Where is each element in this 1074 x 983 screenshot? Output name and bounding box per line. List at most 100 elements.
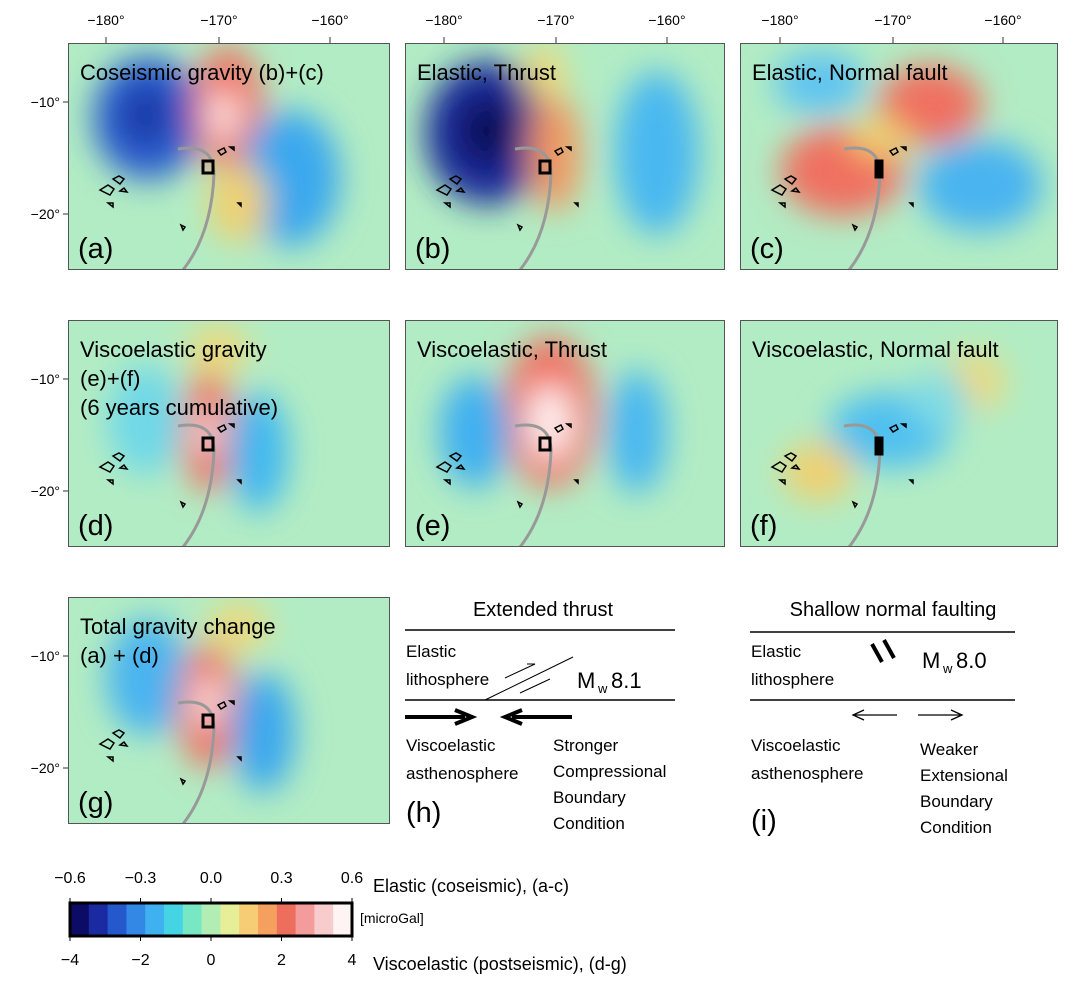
- trench: [177, 700, 216, 824]
- x-tick-label: −170°: [200, 12, 237, 28]
- push-arrow: [499, 708, 572, 726]
- colorbar-cell: [182, 903, 203, 936]
- panel-title: (a) + (d): [80, 643, 159, 668]
- rupture: [538, 159, 552, 175]
- colorbar-tick-label: 0.3: [270, 870, 292, 887]
- condition-label: Boundary: [553, 788, 626, 807]
- field-anomaly: [850, 118, 910, 158]
- field-anomaly: [910, 370, 970, 430]
- field-anomaly: [774, 51, 866, 115]
- field-anomaly: [228, 392, 288, 512]
- field-anomaly: [439, 376, 511, 488]
- map-border: [740, 320, 1058, 547]
- y-tick-label: −10°: [31, 94, 60, 110]
- panel-label: (f): [750, 510, 777, 542]
- y-tick-label: −10°: [31, 371, 60, 387]
- condition-label: Condition: [920, 818, 992, 837]
- rupture: [201, 713, 215, 729]
- panel-label: (c): [750, 233, 784, 265]
- layer-label: lithosphere: [406, 670, 489, 689]
- x-tick-label: −160°: [984, 12, 1021, 28]
- condition-label: Condition: [553, 814, 625, 833]
- trench: [514, 146, 553, 270]
- map-border: [68, 597, 390, 824]
- layer-label: Elastic: [406, 642, 457, 661]
- x-tick-label: −160°: [648, 12, 685, 28]
- map-border: [740, 43, 1058, 270]
- gravity-field: [425, 43, 699, 235]
- panel-title: (6 years cumulative): [80, 395, 278, 420]
- map: [68, 43, 390, 270]
- y-tick-label: −20°: [31, 206, 60, 222]
- colorbar-cell: [239, 903, 259, 936]
- magnitude-subscript: w: [597, 681, 608, 696]
- panel-label: (a): [78, 233, 113, 265]
- slip-arrow: [504, 663, 551, 694]
- rupture: [201, 436, 215, 452]
- x-tick-label: −170°: [537, 12, 574, 28]
- field-anomaly: [188, 325, 248, 375]
- colorbar-tick-label: 0.6: [341, 870, 363, 887]
- magnitude-value: 8.0: [956, 648, 987, 673]
- rupture: [201, 159, 215, 175]
- colorbar-cell: [126, 903, 146, 936]
- panel-title: (e)+(f): [80, 366, 141, 391]
- colorbar-cell: [314, 903, 334, 936]
- gravity-field: [93, 46, 340, 246]
- condition-label: Stronger: [553, 736, 619, 755]
- panel-label: (i): [751, 805, 777, 837]
- x-tick-label: −170°: [874, 12, 911, 28]
- islands: [98, 146, 242, 232]
- x-tick-label: −180°: [87, 12, 124, 28]
- colorbar-cell: [88, 903, 109, 936]
- map: [405, 43, 725, 270]
- field-anomaly: [918, 139, 1042, 231]
- gravity-field: [782, 352, 1004, 502]
- field-anomaly: [607, 370, 667, 494]
- colorbar-cell: [333, 903, 353, 936]
- islands: [435, 423, 579, 509]
- islands: [770, 423, 914, 509]
- colorbar-title: Viscoelastic (postseismic), (d-g): [373, 954, 627, 974]
- colorbar-cell: [107, 903, 127, 936]
- layer-label: lithosphere: [751, 670, 834, 689]
- field-anomaly: [209, 90, 237, 140]
- trench: [177, 423, 216, 547]
- panel-label: (b): [415, 233, 450, 265]
- field-anomaly: [459, 96, 515, 166]
- colorbar-tick-label: −0.3: [125, 870, 157, 887]
- field-anomaly: [118, 83, 174, 147]
- islands: [770, 146, 914, 232]
- map-border: [68, 43, 390, 270]
- y-tick-label: −10°: [31, 648, 60, 664]
- colorbar-tick-label: 4: [348, 952, 357, 969]
- fault: [870, 639, 896, 663]
- panel-title: Viscoelastic, Normal fault: [752, 337, 999, 362]
- colorbar-cell: [145, 903, 165, 936]
- map-border: [68, 320, 390, 547]
- colorbar-cell: [276, 903, 297, 936]
- field-anomaly: [208, 602, 268, 652]
- field-anomaly: [231, 672, 295, 792]
- field-anomaly: [108, 365, 184, 475]
- map: [740, 43, 1058, 270]
- panel-label: (e): [415, 510, 450, 542]
- colorbar-cell: [220, 903, 240, 936]
- colorbar-title: Elastic (coseismic), (a-c): [373, 876, 569, 896]
- field-anomaly: [106, 619, 190, 735]
- field-anomaly: [615, 71, 699, 235]
- panel-title: Total gravity change: [80, 614, 276, 639]
- islands: [435, 146, 579, 232]
- condition-label: Extensional: [920, 766, 1008, 785]
- panel-title: Coseismic gravity (b)+(c): [80, 60, 324, 85]
- rupture: [538, 436, 552, 452]
- field-anomaly: [782, 442, 854, 502]
- field-anomaly: [529, 93, 581, 213]
- colorbar-unit: [microGal]: [360, 910, 424, 926]
- colorbar-cell: [201, 903, 221, 936]
- panel-title: Viscoelastic, Thrust: [417, 337, 607, 362]
- layer-label: asthenosphere: [751, 764, 863, 783]
- field-anomaly: [878, 65, 982, 145]
- map: [405, 320, 725, 547]
